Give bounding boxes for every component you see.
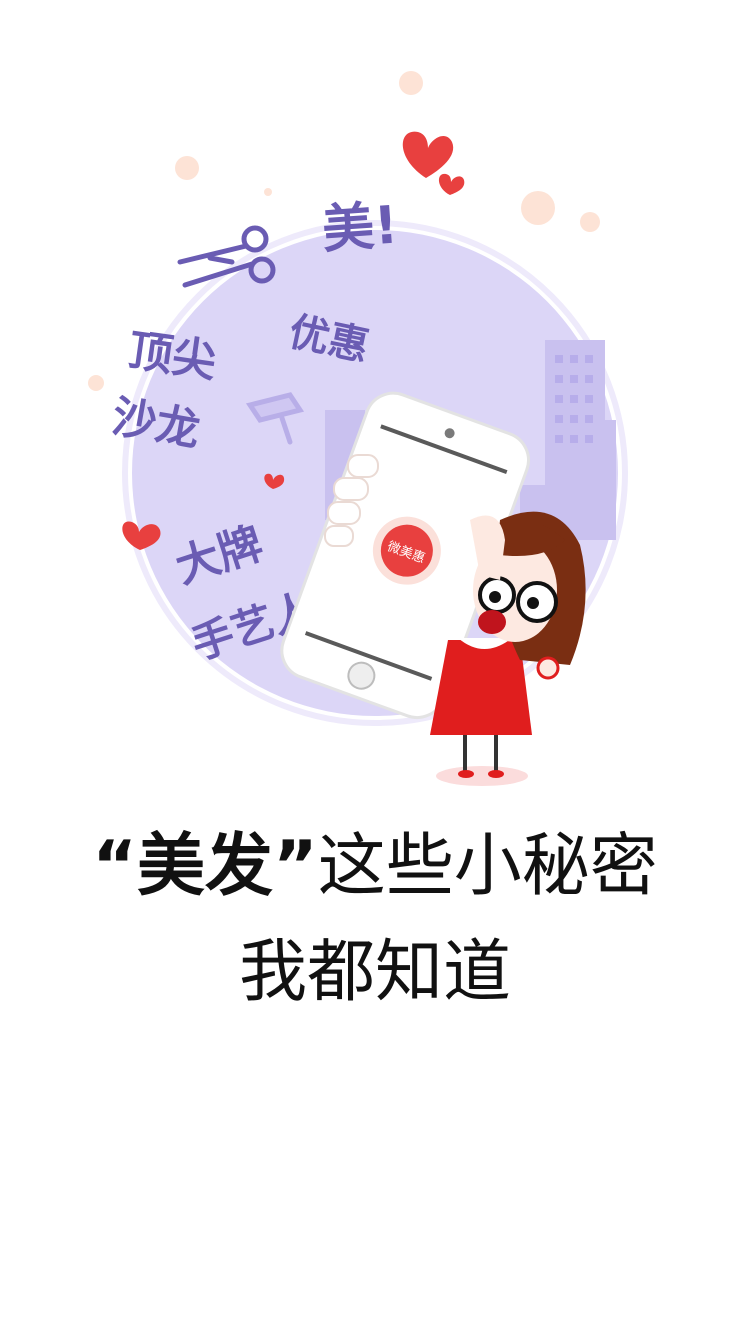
- word-dingjian: 顶尖: [125, 325, 219, 388]
- girl-character: [430, 511, 586, 786]
- app-logo: [380, 524, 433, 577]
- headline-rest: 这些小秘密: [317, 827, 658, 906]
- headline-line-2: 我都知道: [238, 933, 511, 1012]
- quote-close: ”: [273, 827, 318, 906]
- hand: [324, 454, 379, 547]
- headline-line-1: “美发”这些小秘密: [0, 822, 750, 912]
- phone-mockup: 微美惠: [280, 391, 530, 720]
- onboarding-illustration: 美! 优惠 顶尖 沙龙 大牌 手艺人 微美惠: [88, 71, 628, 786]
- headline-emphasis: 美发: [136, 827, 273, 906]
- word-mei: 美!: [320, 195, 400, 260]
- heart-icon: [122, 131, 465, 550]
- quote-open: “: [92, 827, 137, 906]
- hair-dryer-icon: [245, 392, 305, 445]
- scissors-icon: [177, 225, 276, 288]
